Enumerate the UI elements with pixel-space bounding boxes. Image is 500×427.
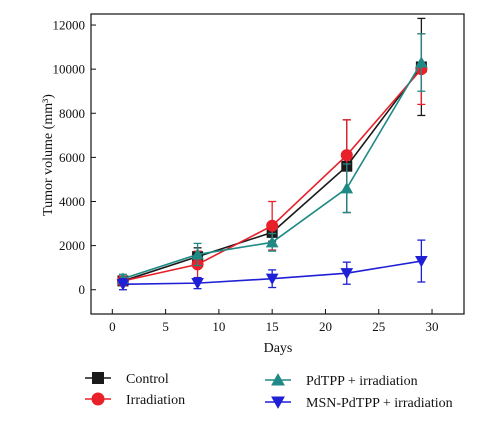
data-point bbox=[116, 279, 130, 291]
x-tick-label: 0 bbox=[109, 319, 116, 334]
x-axis-label: Days bbox=[264, 341, 293, 356]
y-axis-label: Tumor volume (mm³) bbox=[41, 94, 56, 216]
legend-item: Irradiation bbox=[85, 392, 185, 408]
ticks: 0 5 10 15 20 25 30 0 2000 4000 6000 8000 10000 12000 bbox=[53, 18, 439, 334]
legend-item: MSN-PdTPP + irradiation bbox=[265, 396, 453, 411]
legend-item: PdTPP + irradiation bbox=[265, 373, 418, 389]
axes: Tumor volume (mm³) Days bbox=[41, 13, 465, 356]
x-tick-label: 5 bbox=[162, 319, 169, 334]
legend: Control Irradiation PdTPP + irradiation MSN… bbox=[85, 372, 453, 411]
legend-label: MSN-PdTPP + irradiation bbox=[306, 396, 453, 411]
data-point bbox=[340, 181, 354, 194]
legend-item: Control bbox=[85, 372, 169, 387]
data-point bbox=[271, 373, 285, 386]
legend-label: Control bbox=[126, 372, 169, 387]
data-point bbox=[266, 219, 279, 232]
y-tick-label: 8000 bbox=[59, 106, 85, 121]
data-point bbox=[191, 278, 204, 290]
legend-label: Irradiation bbox=[126, 393, 185, 408]
data-point bbox=[340, 149, 353, 162]
data-point bbox=[271, 396, 285, 409]
y-tick-label: 10000 bbox=[53, 62, 86, 77]
series-pdtpp-irradiation bbox=[116, 33, 428, 284]
x-tick-label: 20 bbox=[319, 319, 332, 334]
data-point bbox=[265, 273, 279, 286]
x-tick-label: 15 bbox=[266, 319, 279, 334]
y-tick-label: 4000 bbox=[59, 194, 85, 209]
data-point bbox=[415, 56, 428, 68]
y-tick-label: 6000 bbox=[59, 150, 85, 165]
plot-frame bbox=[90, 13, 465, 315]
legend-label: PdTPP + irradiation bbox=[306, 374, 418, 389]
data-point bbox=[340, 268, 354, 280]
data-point bbox=[191, 248, 204, 260]
x-tick-label: 10 bbox=[212, 319, 225, 334]
data-point bbox=[91, 392, 105, 406]
y-tick-label: 12000 bbox=[53, 18, 86, 33]
data-point bbox=[92, 372, 104, 384]
series bbox=[116, 17, 428, 291]
y-tick-label: 2000 bbox=[59, 238, 85, 253]
y-tick-label: 0 bbox=[79, 282, 86, 297]
x-tick-label: 30 bbox=[426, 319, 439, 334]
data-point bbox=[265, 235, 279, 248]
x-tick-label: 25 bbox=[372, 319, 385, 334]
data-point bbox=[415, 255, 428, 268]
series-msn-pdtpp-irradiation bbox=[116, 239, 428, 291]
